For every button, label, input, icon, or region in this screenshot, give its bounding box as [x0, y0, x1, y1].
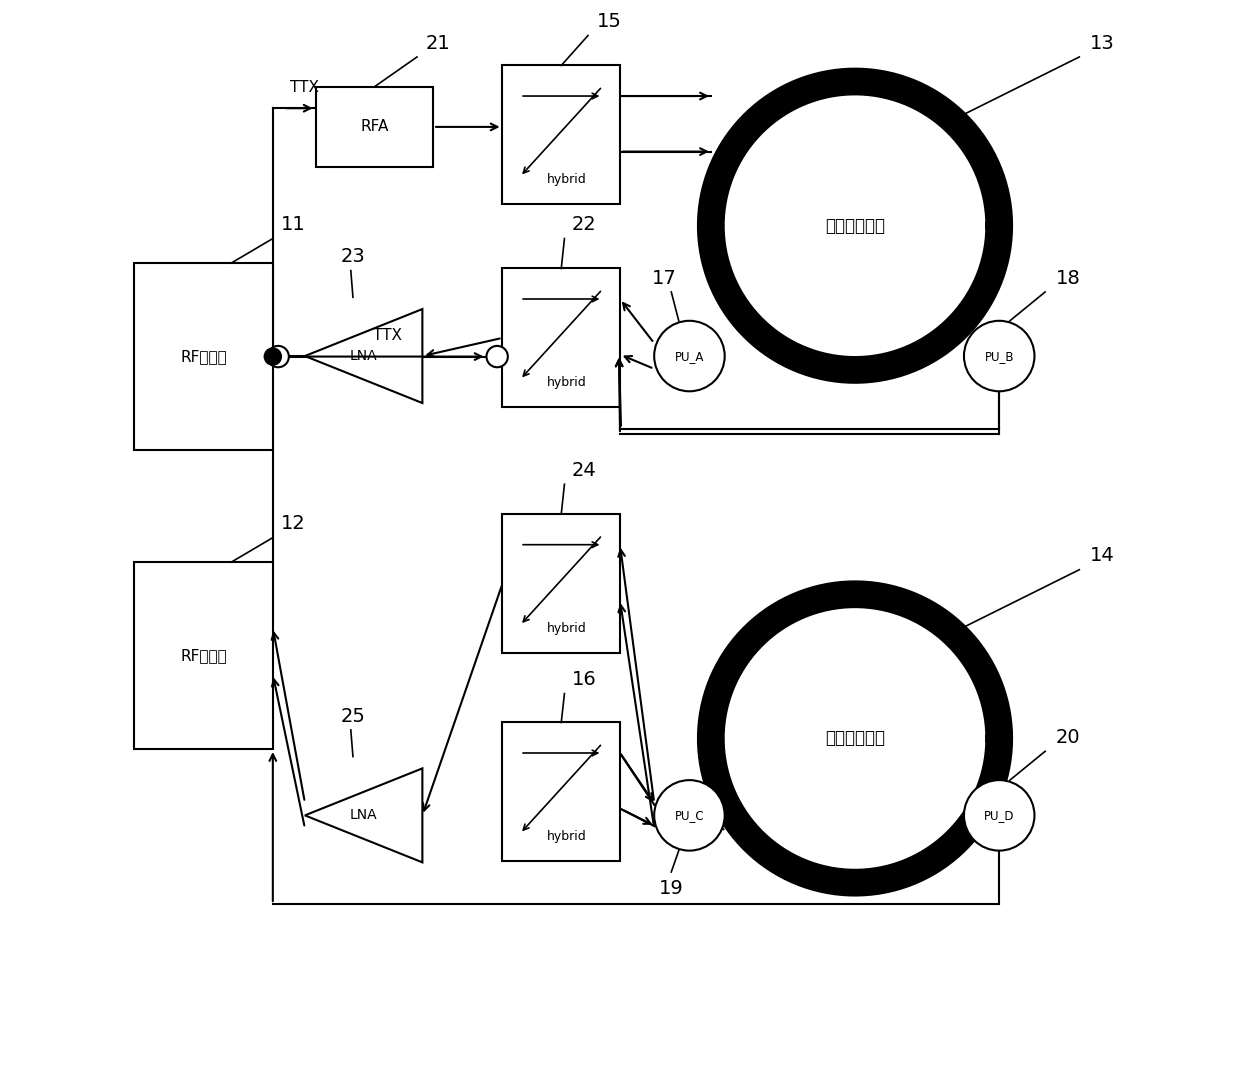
- Text: hybrid: hybrid: [547, 376, 587, 389]
- Text: RFA: RFA: [360, 119, 388, 134]
- Text: PU_A: PU_A: [675, 349, 704, 363]
- Text: 13: 13: [1090, 33, 1115, 52]
- Text: 22: 22: [572, 215, 596, 235]
- Text: 24: 24: [572, 461, 596, 480]
- Text: 18: 18: [1055, 269, 1080, 288]
- Bar: [502, 723, 620, 861]
- Text: 19: 19: [658, 879, 683, 899]
- Text: 25: 25: [340, 707, 365, 726]
- Circle shape: [264, 348, 281, 365]
- Text: RF接收机: RF接收机: [180, 648, 227, 663]
- Text: 21: 21: [425, 33, 450, 52]
- Circle shape: [963, 321, 1034, 391]
- Polygon shape: [305, 768, 423, 862]
- Circle shape: [268, 346, 289, 367]
- Bar: [502, 514, 620, 653]
- Text: RF发射机: RF发射机: [180, 349, 227, 364]
- Text: 12: 12: [281, 514, 306, 533]
- Text: TTX: TTX: [373, 328, 402, 343]
- Text: hybrid: hybrid: [547, 830, 587, 843]
- Circle shape: [486, 346, 508, 367]
- Text: PU_B: PU_B: [985, 349, 1014, 363]
- Text: 20: 20: [1055, 728, 1080, 746]
- Text: 16: 16: [572, 670, 596, 690]
- Text: PU_C: PU_C: [675, 809, 704, 821]
- Text: hybrid: hybrid: [547, 621, 587, 634]
- Text: LNA: LNA: [350, 349, 377, 363]
- Circle shape: [655, 780, 724, 850]
- Bar: [315, 87, 433, 167]
- Text: 射频发射线圈: 射频发射线圈: [825, 216, 885, 235]
- Text: TTX: TTX: [290, 80, 320, 95]
- Text: 11: 11: [281, 215, 306, 235]
- Polygon shape: [305, 310, 423, 403]
- Text: 23: 23: [340, 247, 365, 267]
- Text: 射频接收线圈: 射频接收线圈: [825, 729, 885, 748]
- Text: 15: 15: [596, 12, 621, 31]
- Circle shape: [655, 321, 724, 391]
- Text: 17: 17: [652, 269, 677, 288]
- Bar: [134, 562, 273, 749]
- Bar: [134, 263, 273, 450]
- Bar: [502, 269, 620, 407]
- Circle shape: [963, 780, 1034, 850]
- Text: LNA: LNA: [350, 809, 377, 823]
- Text: hybrid: hybrid: [547, 172, 587, 186]
- Bar: [502, 65, 620, 205]
- Text: 14: 14: [1090, 546, 1115, 565]
- Text: PU_D: PU_D: [985, 809, 1014, 821]
